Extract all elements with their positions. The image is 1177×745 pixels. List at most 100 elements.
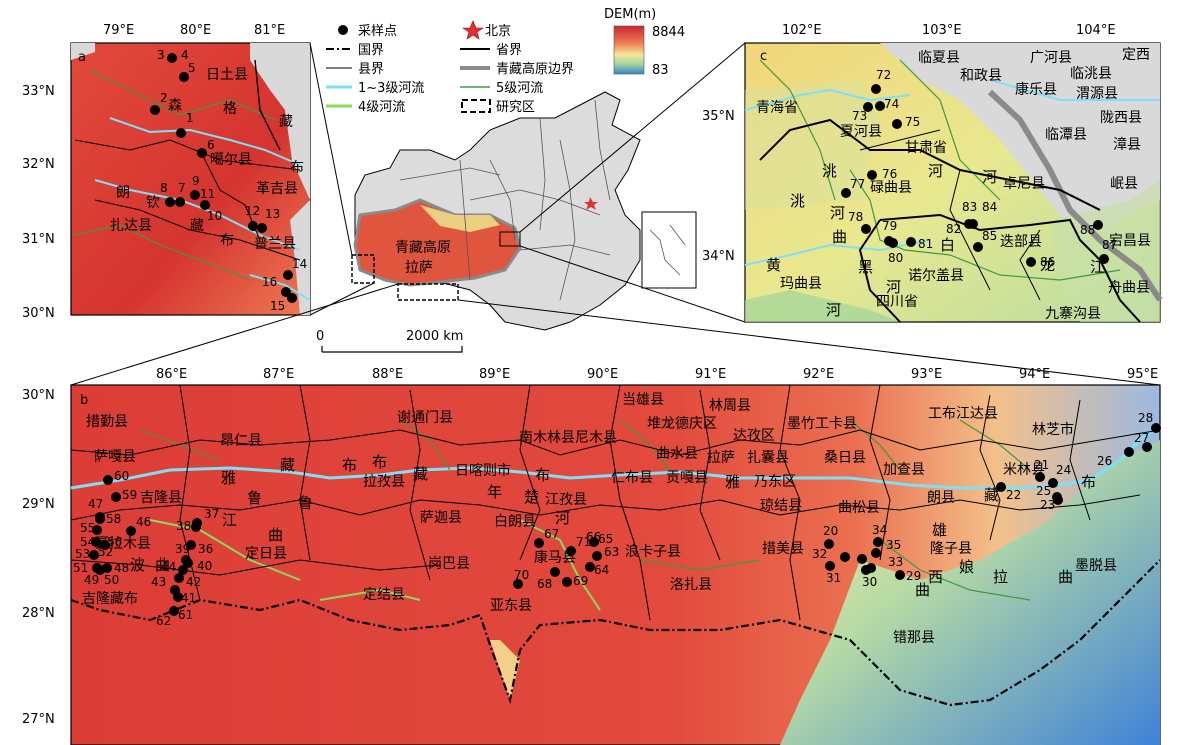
river-label: 江 [222,511,237,529]
river-label: 拉 [993,568,1008,586]
point-label: 36 [198,542,213,556]
point-label: 53 [75,547,90,561]
sample-point [895,570,905,580]
point-label: 11 [200,187,215,201]
river-label: 河 [830,204,845,222]
point-label: 49 [84,573,99,587]
river-label: 河 [982,168,997,186]
river-label: 布 [535,466,550,484]
place-label: 舟曲县 [1108,280,1150,296]
place-label: 诺尔盖县 [908,268,964,284]
place-label: 南木林县 [519,430,575,446]
sample-point [1124,447,1134,457]
place-label: 加查县 [883,462,925,478]
dem-max: 8844 [652,25,685,40]
legend: 采样点 北京 国界 省界 县界 青藏高原边界 1~3级河流 5级河流 4级河流 … [326,7,685,115]
river-label: 洮 [822,162,837,180]
point-label: 39 [175,542,190,556]
sample-points-a: 1 2 3 4 5 6 7 8 9 10 11 12 13 14 15 16 [150,48,307,313]
sample-point [1142,442,1152,452]
point-label: 26 [1097,454,1112,468]
sample-point [91,537,101,547]
point-label: 66 [586,530,601,544]
lon-tick: 93°E [911,367,942,382]
place-label: 康乐县 [1015,81,1057,98]
sample-point [1026,257,1036,267]
place-label: 钦 [146,195,160,211]
lat-tick: 33°N [22,84,55,99]
point-label: 25 [1036,484,1051,498]
sample-point [1099,254,1109,264]
point-label: 78 [848,210,863,224]
place-label: 桑日县 [824,450,866,466]
river-label: 娘 [959,558,974,576]
place-label: 曲水县 [656,446,698,462]
point-label: 62 [156,614,171,628]
place-label: 亚东县 [490,598,532,614]
legend-label: 县界 [358,62,384,77]
sample-point [179,72,189,82]
point-label: 75 [905,115,920,129]
sample-point [825,561,835,571]
river-label: 洮 [790,192,805,210]
river-label: 藏 [280,456,295,474]
lon-tick: 94°E [1019,367,1050,382]
place-label: 渭源县 [1076,86,1118,102]
point-label: 32 [812,547,827,561]
place-label: 洛扎县 [670,577,712,593]
place-label: 朗县 [927,490,955,506]
point-label: 38 [176,519,191,533]
lat-tick: 29°N [22,497,55,512]
sample-point [169,606,179,616]
point-label: 41 [181,591,196,605]
lat-tick: 35°N [702,109,735,124]
place-label: 乃东区 [754,474,796,490]
river-label: 藏 [984,486,999,504]
point-label: 61 [178,608,193,622]
place-label: 宕昌县 [1109,233,1151,249]
river-label: 白 [940,236,955,254]
sample-point [287,293,297,303]
sample-point [174,573,184,583]
point-label: 63 [604,545,619,559]
point-label: 64 [594,563,609,577]
panel-a: 79°E 80°E 81°E 33°N 32°N 31°N 30°N a 日土县… [22,23,311,321]
point-label: 28 [1138,411,1153,425]
legend-label: 4级河流 [358,100,405,115]
sample-point [103,475,113,485]
point-label: 4 [181,48,189,62]
sample-point [892,119,902,129]
south-sea-inset [641,211,697,289]
sample-point [841,188,851,198]
point-label: 77 [850,177,865,191]
sample-point [968,219,978,229]
point-label: 69 [573,574,588,588]
point-label: 34 [872,523,887,537]
sample-point [824,539,834,549]
point-label: 40 [197,559,212,573]
place-label: 日土县 [206,67,248,83]
point-label: 48 [114,561,129,575]
river-label: 鲁 [298,494,313,512]
sample-point [863,102,873,112]
river-label: 雅 [725,473,740,491]
sample-point [585,562,595,572]
place-label: 尼木县 [575,430,617,446]
point-label: 84 [982,200,997,214]
place-label: 当雄县 [622,392,664,408]
place-label: 拉萨 [707,450,735,466]
connector-lines [70,42,1161,386]
river-label: 河 [555,509,570,527]
sample-point [111,492,121,502]
point-label: 52 [98,545,113,559]
point-label: 72 [876,68,891,82]
river-label: 黄 [766,256,781,274]
sample-point [200,200,210,210]
legend-label: 北京 [485,24,511,39]
lat-tick: 30°N [22,306,55,321]
point-label: 30 [862,575,877,589]
lon-tick: 88°E [372,367,403,382]
point-label: 3 [157,48,165,62]
point-label: 55 [80,521,95,535]
star-icon [462,20,484,40]
